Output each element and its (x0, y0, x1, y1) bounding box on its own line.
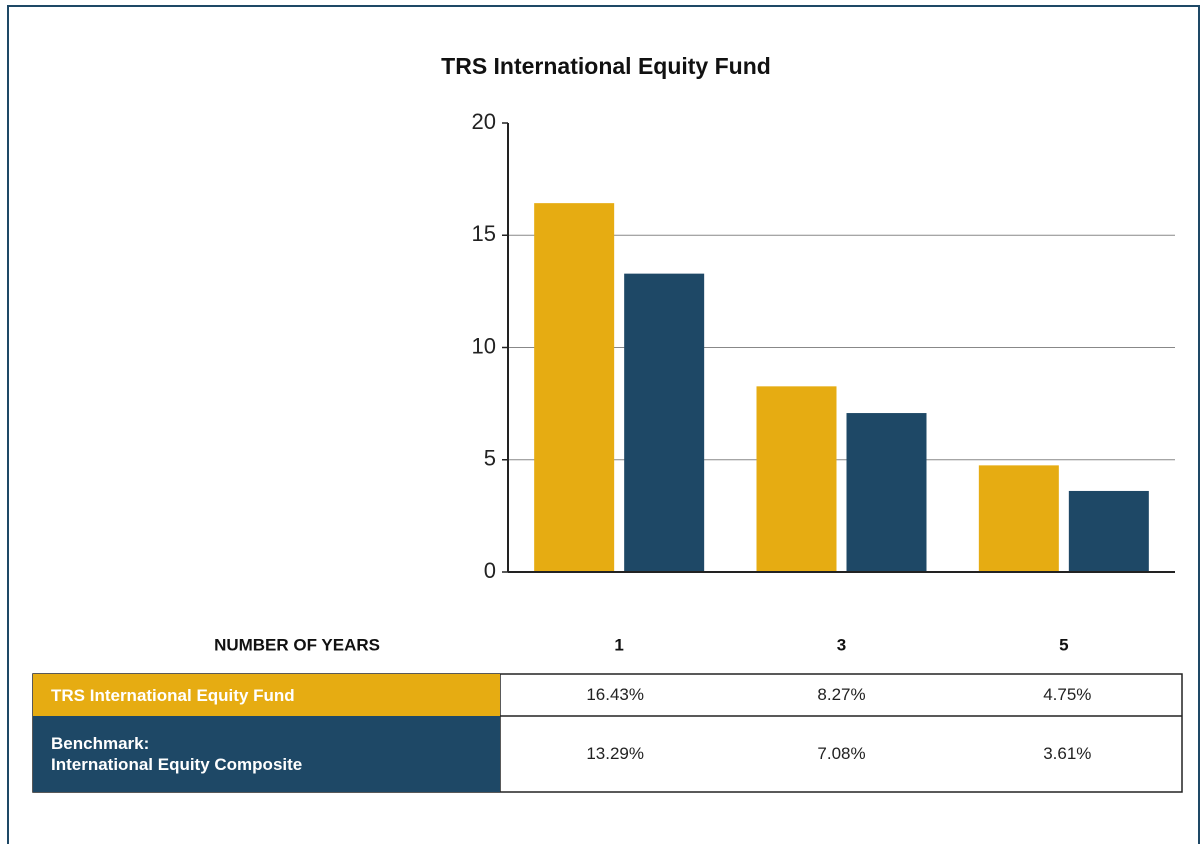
value-cell: 4.75% (1043, 685, 1092, 704)
frame (7, 5, 1200, 844)
bar (846, 413, 927, 572)
series-label: TRS International Equity Fund (33, 674, 500, 716)
value-cell: 7.08% (817, 744, 866, 763)
value-cell: 3.61% (1043, 744, 1092, 763)
y-tick-label: 20 (472, 109, 496, 134)
x-axis-label: NUMBER OF YEARS (214, 635, 380, 654)
x-tick-label: 5 (1059, 635, 1068, 654)
bar (624, 273, 705, 572)
y-tick-label: 5 (484, 446, 496, 471)
y-tick-label: 10 (472, 333, 496, 358)
value-cell: 13.29% (586, 744, 644, 763)
bar (978, 465, 1059, 572)
series-label: Benchmark: International Equity Composit… (33, 716, 500, 792)
x-tick-label: 1 (614, 635, 623, 654)
bar (534, 203, 615, 573)
chart-title: TRS International Equity Fund (441, 53, 771, 79)
y-tick-label: 0 (484, 558, 496, 583)
bar (756, 386, 837, 572)
value-cell: 16.43% (586, 685, 644, 704)
bar (1068, 490, 1149, 572)
x-tick-label: 3 (837, 635, 846, 654)
value-cell: 8.27% (817, 685, 866, 704)
y-tick-label: 15 (472, 221, 496, 246)
